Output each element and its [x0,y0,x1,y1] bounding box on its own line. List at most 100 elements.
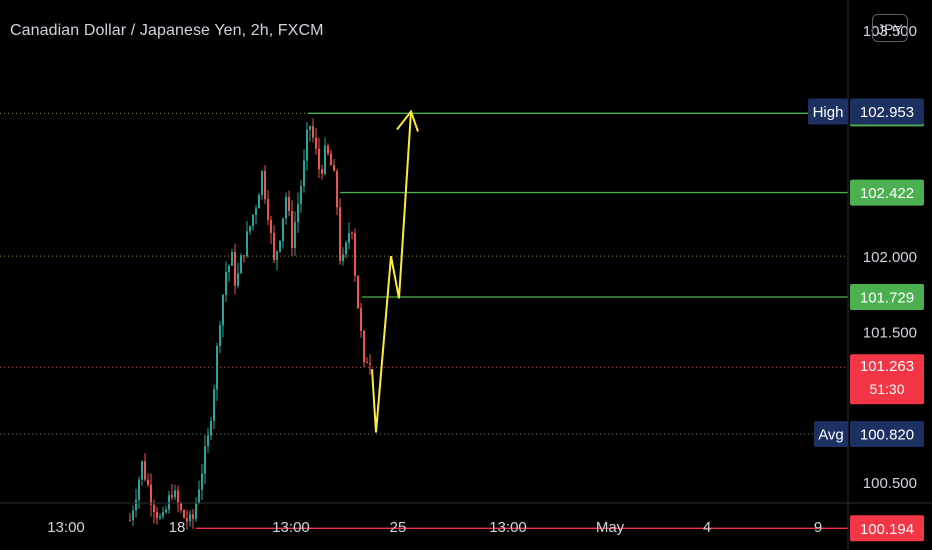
candle-body[interactable] [306,129,308,161]
horizontal-lines [196,112,848,529]
candle-body[interactable] [288,196,290,212]
candle-body[interactable] [171,495,173,498]
candle-body[interactable] [192,514,194,519]
candle-body[interactable] [354,233,356,276]
candle-body[interactable] [204,446,206,474]
candle-body[interactable] [252,214,254,227]
candle-body[interactable] [153,504,155,512]
candle-body[interactable] [174,490,176,498]
candle-body[interactable] [135,499,137,511]
candle-body[interactable] [201,473,203,490]
candle-body[interactable] [267,199,269,220]
candle-body[interactable] [225,272,227,295]
candle-body[interactable] [312,126,314,138]
candle-body[interactable] [234,252,236,286]
candle-body[interactable] [285,196,287,219]
candle-body[interactable] [309,126,311,130]
candle-body[interactable] [273,233,275,260]
candle-body[interactable] [318,148,320,170]
candle-body[interactable] [210,420,212,436]
candle-body[interactable] [351,233,353,235]
price-label-bg [850,179,924,206]
candle-body[interactable] [315,137,317,149]
candle-body[interactable] [183,510,185,519]
candle-body[interactable] [213,389,215,421]
candle-body[interactable] [231,252,233,266]
candle-body[interactable] [255,208,257,215]
candle-body[interactable] [207,435,209,447]
candle-body[interactable] [138,479,140,500]
candle-body[interactable] [333,165,335,172]
candle-body[interactable] [270,219,272,234]
candle-body[interactable] [132,510,134,521]
candle-body[interactable] [363,330,365,362]
x-tick-label: 13:00 [272,519,310,536]
high-tag: High [813,104,844,121]
candle-body[interactable] [162,512,164,517]
candle-body[interactable] [222,294,224,326]
candle-body[interactable] [345,242,347,255]
candle-body[interactable] [297,204,299,223]
candle-body[interactable] [144,461,146,480]
candle-body[interactable] [189,514,191,522]
candle-body[interactable] [327,145,329,154]
price-label-bg [850,515,924,542]
candle-body[interactable] [249,226,251,232]
x-tick-label: 25 [390,519,407,536]
candle-body[interactable] [159,516,161,518]
price-labels: 102.948102.422101.729100.194High102.953A… [808,98,924,542]
candle-body[interactable] [360,308,362,331]
candle-body[interactable] [339,207,341,261]
x-tick-label: 13:00 [489,519,527,536]
candle-body[interactable] [243,255,245,257]
candle-body[interactable] [219,325,221,347]
candle-body[interactable] [276,251,278,260]
candle-body[interactable] [291,211,293,248]
candle-body[interactable] [261,171,263,195]
candle-body[interactable] [216,346,218,390]
candle-body[interactable] [330,153,332,166]
candle-body[interactable] [342,254,344,261]
candles[interactable] [129,118,371,530]
candle-body[interactable] [321,169,323,174]
projection-path [371,111,412,433]
time-axis[interactable]: 13:00 18 13:00 25 13:00 May 4 9 [47,519,822,536]
candle-body[interactable] [279,241,281,252]
candle-body[interactable] [156,511,158,518]
candle-body[interactable] [369,362,371,365]
candle-body[interactable] [141,461,143,480]
candle-body[interactable] [300,186,302,205]
candle-body[interactable] [168,495,170,510]
projection-arrowhead [396,109,419,132]
candle-body[interactable] [324,145,326,174]
candle-body[interactable] [198,489,200,503]
candle-body[interactable] [147,479,149,485]
candle-body[interactable] [228,265,230,273]
currency-button[interactable]: JPY [872,14,908,42]
candle-body[interactable] [258,194,260,209]
candle-body[interactable] [264,171,266,200]
candle-body[interactable] [294,222,296,248]
candle-body[interactable] [366,361,368,363]
candle-body[interactable] [180,503,182,511]
candle-body[interactable] [195,502,197,519]
candle-body[interactable] [129,519,131,521]
candle-body[interactable] [357,275,359,309]
candle-body[interactable] [150,484,152,505]
candle-body[interactable] [246,231,248,257]
candle-body[interactable] [177,490,179,504]
candle-body[interactable] [240,255,242,274]
x-tick-label: 18 [169,519,186,536]
candle-body[interactable] [186,518,188,522]
countdown-timer: 51:30 [869,381,904,397]
y-tick-label: 103.500 [863,23,917,40]
candle-body[interactable] [237,273,239,286]
price-axis[interactable]: 103.500 102.000 101.500 100.500 [863,23,917,492]
candle-body[interactable] [348,233,350,243]
candle-body[interactable] [336,171,338,208]
candle-body[interactable] [303,160,305,187]
candle-body[interactable] [165,509,167,513]
y-tick-label: 102.000 [863,249,917,266]
candle-body[interactable] [282,218,284,242]
